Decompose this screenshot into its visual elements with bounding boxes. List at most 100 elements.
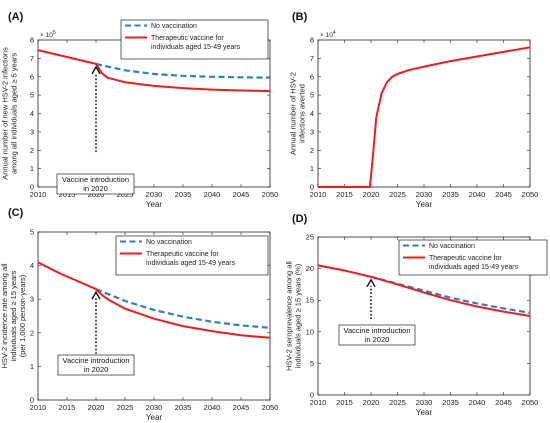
y-tick-label: 0 [30, 396, 34, 405]
legend-label: individuals aged 15-49 years [151, 44, 241, 51]
y-tick-label: 6 [310, 72, 314, 81]
y-axis-label: infections averted [298, 84, 307, 143]
y-tick-label: 7 [30, 54, 34, 63]
annotation-arrowhead [91, 290, 101, 300]
legend-label: Therapeutic vaccine for [151, 35, 224, 42]
annotation-text: Vaccine introduction [344, 326, 411, 335]
x-tick-label: 2020 [363, 190, 380, 199]
y-tick-label: 2 [310, 146, 314, 155]
y-tick-label: 1 [30, 362, 34, 371]
y-tick-label: 1 [310, 164, 314, 173]
y-tick-label: 25 [306, 233, 314, 242]
y-tick-label: 20 [306, 264, 314, 273]
y-tick-label: 6 [30, 72, 34, 81]
annotation-box [56, 173, 135, 195]
x-tick-label: 2020 [363, 398, 380, 407]
y-tick-label: 3 [30, 127, 34, 136]
y-tick-label: 10 [306, 327, 314, 336]
annotation-box [57, 354, 135, 376]
x-tick-label: 2015 [336, 190, 353, 199]
y-tick-label: 3 [30, 295, 34, 304]
y-tick-label: 2 [30, 146, 34, 155]
series-line-0 [370, 275, 531, 314]
y-tick-label: 4 [30, 261, 34, 270]
y-tick-label: 4 [30, 109, 34, 118]
y-axis-label: Annual number of new HSV-2 infections [1, 47, 10, 180]
x-tick-label: 2015 [59, 190, 76, 199]
y-tick-label: 5 [30, 228, 34, 237]
x-axis-label: Year [416, 200, 433, 209]
x-tick-label: 2050 [522, 398, 539, 407]
x-tick-label: 2035 [175, 190, 192, 199]
y-tick-label: 5 [30, 91, 34, 100]
legend-label: individuals aged 15-49 years [146, 260, 236, 267]
annotation-arrowhead [91, 65, 101, 75]
x-tick-label: 2010 [310, 190, 327, 199]
x-tick-label: 2020 [88, 190, 105, 199]
x-tick-label: 2030 [416, 190, 433, 199]
y-tick-label: 5 [310, 91, 314, 100]
y-tick-label: 7 [310, 54, 314, 63]
annotation-text: Vaccine introduction [62, 175, 129, 184]
legend-label: Therapeutic vaccine for [146, 251, 219, 258]
y-tick-label: 3 [310, 127, 314, 136]
x-tick-label: 2025 [389, 190, 406, 199]
x-axis-label: Year [146, 413, 163, 422]
y-tick-label: 0 [310, 183, 314, 192]
y-axis-label: individuals aged ≥ 15 years (%) [294, 263, 303, 368]
x-tick-label: 2045 [233, 403, 250, 412]
y-multiplier: × 104 [320, 30, 336, 39]
x-tick-label: 2010 [310, 398, 327, 407]
x-tick-label: 2040 [204, 403, 221, 412]
y-tick-label: 1 [30, 164, 34, 173]
panel-label: (A) [8, 11, 24, 23]
annotation-text: in 2020 [84, 365, 109, 374]
legend: No vaccination Therapeutic vaccine for ind… [115, 235, 269, 276]
legend-label: No vaccination [429, 243, 475, 250]
x-tick-label: 2030 [416, 398, 433, 407]
x-tick-label: 2010 [30, 190, 47, 199]
chart-panel-1: 2010 2015 2020 2025 2030 2035 2040 2045 2050 0 1 2 3… [289, 11, 539, 209]
series-line-1 [317, 264, 531, 317]
x-tick-label: 2015 [59, 403, 76, 412]
x-tick-label: 2025 [117, 403, 134, 412]
x-tick-label: 2025 [389, 398, 406, 407]
series-line-1 [37, 49, 271, 93]
x-tick-label: 2030 [146, 190, 163, 199]
x-tick-label: 2045 [233, 190, 250, 199]
panel-label: (B) [292, 11, 308, 23]
y-axis-label: among all individuals aged ≥ 5 years [10, 53, 19, 175]
legend: No vaccination Therapeutic vaccine for ind… [398, 239, 548, 276]
x-tick-label: 2010 [30, 403, 47, 412]
chart-panel-0: 2010 2015 2020 2025 2030 2035 2040 2045 2050 0 1 2 3… [1, 11, 279, 209]
y-tick-label: 5 [310, 359, 314, 368]
y-tick-label: 0 [30, 183, 34, 192]
series-line-1 [37, 261, 271, 339]
series-line-0 [318, 46, 531, 188]
x-tick-label: 2040 [469, 398, 486, 407]
plot-area [37, 39, 271, 188]
x-tick-label: 2040 [469, 190, 486, 199]
x-tick-label: 2035 [175, 403, 192, 412]
x-tick-label: 2045 [495, 398, 512, 407]
x-tick-label: 2035 [442, 190, 459, 199]
annotation-text: in 2020 [83, 184, 108, 193]
y-axis-label: HSV-2 incidence rate among all [0, 263, 9, 368]
x-tick-label: 2050 [262, 403, 279, 412]
x-tick-label: 2050 [522, 190, 539, 199]
legend-label: individuals aged 15-49 years [429, 264, 519, 271]
series-line-0 [95, 288, 271, 329]
y-tick-label: 15 [306, 296, 314, 305]
x-axis-label: Year [416, 408, 433, 417]
y-axis-label: Annual number of HSV-2 [289, 72, 298, 155]
annotation-text: in 2020 [365, 335, 390, 344]
panel-label: (C) [8, 207, 24, 219]
x-tick-label: 2020 [88, 403, 105, 412]
chart-panel-3: 2010 2015 2020 2025 2030 2035 2040 2045 20500510… [285, 213, 548, 417]
y-axis-label: (per 1,000 person-years) [18, 274, 27, 357]
x-tick-label: 2015 [336, 398, 353, 407]
legend-label: No vaccination [146, 239, 192, 246]
y-tick-label: 0 [310, 391, 314, 400]
legend-label: Therapeutic vaccine for [429, 255, 502, 262]
